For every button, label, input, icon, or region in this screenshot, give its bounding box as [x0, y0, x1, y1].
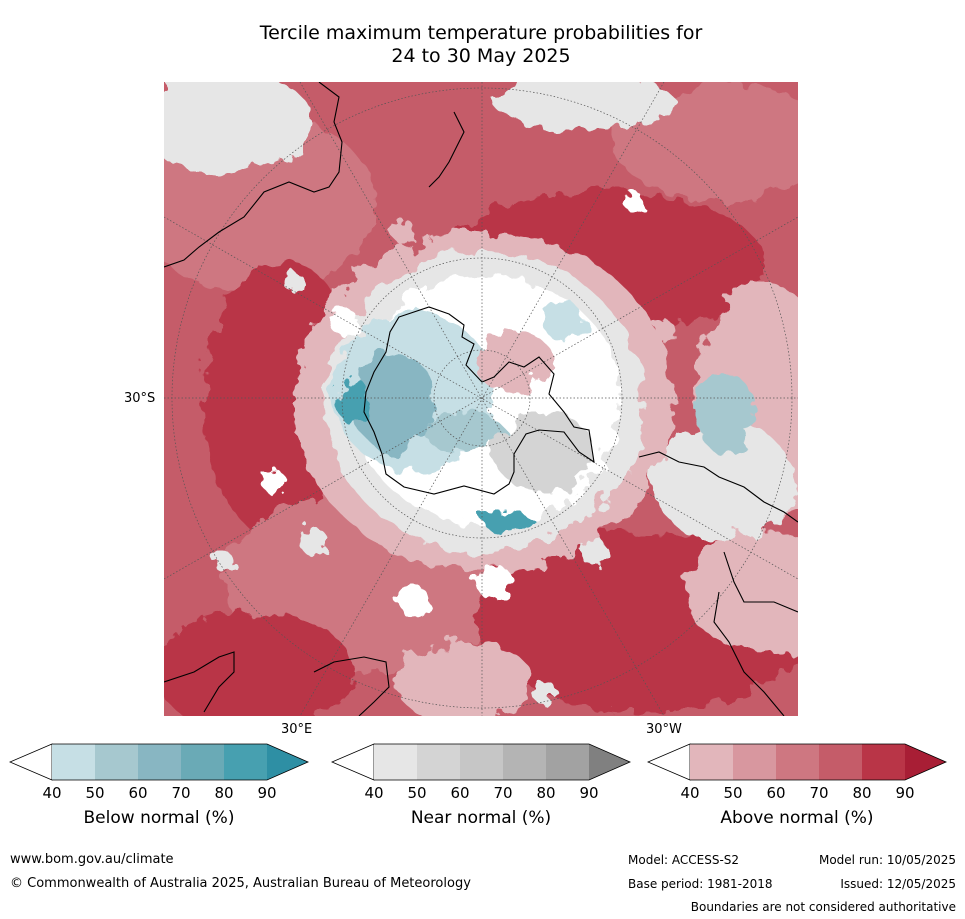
legend-tick: 60: [766, 784, 786, 802]
legend-above-normal: 40 50 60 70 80 90 Above normal (%): [647, 742, 947, 832]
legend-swatch: [690, 744, 733, 780]
copyright-text: © Commonwealth of Australia 2025, Austra…: [10, 876, 471, 891]
colorbar-near-normal: [331, 743, 631, 781]
legend-swatch: [733, 744, 776, 780]
legend-swatch: [647, 743, 691, 781]
lat-label-30s: 30°S: [124, 391, 156, 406]
new-zealand-coast: [428, 111, 465, 188]
legend-swatch: [819, 744, 862, 780]
legend-swatch: [905, 744, 946, 780]
legend-swatch: [546, 744, 589, 780]
legend-swatch: [460, 744, 503, 780]
antarctica-coast: [363, 306, 595, 495]
legend-swatch: [52, 744, 95, 780]
australia-coast: [164, 82, 343, 268]
south-america-coast: [638, 451, 798, 716]
legend-tick: 60: [450, 784, 470, 802]
graticule: [164, 82, 798, 716]
lon-label-30e: 30°E: [281, 722, 313, 737]
legend-title-near-normal: Near normal (%): [410, 808, 552, 828]
legend-tick: 70: [809, 784, 829, 802]
legend-swatch: [374, 744, 417, 780]
legend-swatch: [589, 744, 630, 780]
map-svg: [164, 82, 798, 716]
legend-tick: 50: [85, 784, 105, 802]
probability-map: [164, 82, 798, 716]
legend-below-normal: 40 50 60 70 80 90 Below normal (%): [9, 742, 309, 832]
legend-title-below-normal: Below normal (%): [83, 808, 235, 828]
legend-tick: 70: [171, 784, 191, 802]
legend-tick: 40: [42, 784, 62, 802]
legend-tick: 90: [895, 784, 915, 802]
legend-tick: 80: [214, 784, 234, 802]
lon-label-30w: 30°W: [646, 722, 682, 737]
legend-tick: 50: [723, 784, 743, 802]
disclaimer-text: Boundaries are not considered authoritat…: [690, 900, 956, 914]
legend-swatch: [95, 744, 138, 780]
map-title: Tercile maximum temperature probabilitie…: [164, 22, 798, 68]
legend-tick: 90: [257, 784, 277, 802]
legend-tick: 90: [579, 784, 599, 802]
legend-title-above-normal: Above normal (%): [720, 808, 874, 828]
legend-swatch: [267, 744, 308, 780]
title-line-2: 24 to 30 May 2025: [391, 45, 571, 67]
legend-swatch: [862, 744, 905, 780]
probability-field: [164, 82, 798, 716]
legend-swatch: [417, 744, 460, 780]
legend-near-normal: 40 50 60 70 80 90 Near normal (%): [331, 742, 631, 832]
legend-swatch: [224, 744, 267, 780]
title-line-1: Tercile maximum temperature probabilitie…: [259, 22, 703, 44]
legend-tick: 40: [364, 784, 384, 802]
issued-info: Issued: 12/05/2025: [840, 877, 956, 891]
probability-speckle: [214, 192, 676, 704]
legend-swatch: [138, 744, 181, 780]
legend-tick: 80: [852, 784, 872, 802]
coastlines: [164, 82, 798, 716]
africa-coast: [164, 651, 390, 716]
colorbar-below-normal: [9, 743, 309, 781]
legend-swatch: [181, 744, 224, 780]
colorbar-above-normal: [647, 743, 947, 781]
model-run-info: Model run: 10/05/2025: [818, 853, 956, 867]
legend-tick: 40: [680, 784, 700, 802]
legend-swatch: [331, 743, 375, 781]
legend-swatch: [9, 743, 53, 781]
legend-swatch: [503, 744, 546, 780]
base-period-info: Base period: 1981-2018: [628, 877, 773, 891]
legend-tick: 80: [536, 784, 556, 802]
model-info: Model: ACCESS-S2: [628, 853, 740, 867]
legend-tick: 50: [407, 784, 427, 802]
website-link[interactable]: www.bom.gov.au/climate: [10, 852, 174, 867]
legend-tick: 60: [128, 784, 148, 802]
legend-tick: 70: [493, 784, 513, 802]
legend-swatch: [776, 744, 819, 780]
